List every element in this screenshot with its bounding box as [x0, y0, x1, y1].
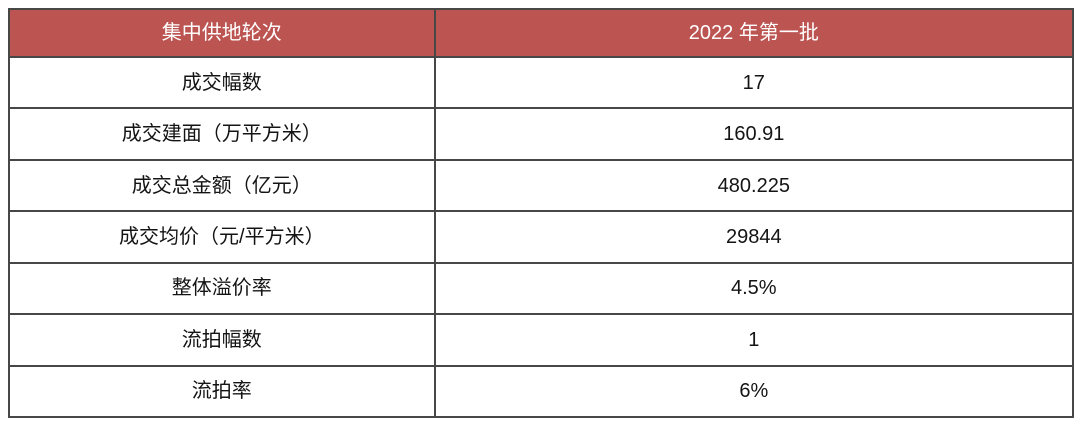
table-row: 流拍幅数 1 — [8, 313, 1075, 367]
table-header-row: 集中供地轮次 2022 年第一批 — [8, 8, 1075, 58]
table-row: 成交建面（万平方米） 160.91 — [8, 107, 1075, 161]
row-value: 6% — [433, 364, 1075, 419]
row-label: 成交建面（万平方米） — [8, 107, 436, 161]
row-value: 17 — [433, 55, 1075, 110]
row-label: 成交总金额（亿元） — [8, 158, 436, 213]
row-value: 4.5% — [433, 261, 1075, 316]
table-row: 成交幅数 17 — [8, 55, 1075, 110]
row-label: 流拍率 — [8, 364, 436, 419]
table-row: 成交均价（元/平方米） 29844 — [8, 210, 1075, 264]
land-supply-table: 集中供地轮次 2022 年第一批 成交幅数 17 成交建面（万平方米） 160.… — [8, 8, 1075, 419]
table-row: 成交总金额（亿元） 480.225 — [8, 158, 1075, 213]
row-label: 成交均价（元/平方米） — [8, 210, 436, 264]
row-value: 160.91 — [433, 107, 1075, 161]
row-label: 流拍幅数 — [8, 313, 436, 367]
table-row: 流拍率 6% — [8, 364, 1075, 419]
row-value: 29844 — [433, 210, 1075, 264]
header-cell-round: 集中供地轮次 — [8, 8, 436, 58]
row-label: 整体溢价率 — [8, 261, 436, 316]
table-row: 整体溢价率 4.5% — [8, 261, 1075, 316]
row-value: 1 — [433, 313, 1075, 367]
header-cell-batch: 2022 年第一批 — [433, 8, 1075, 58]
row-value: 480.225 — [433, 158, 1075, 213]
row-label: 成交幅数 — [8, 55, 436, 110]
